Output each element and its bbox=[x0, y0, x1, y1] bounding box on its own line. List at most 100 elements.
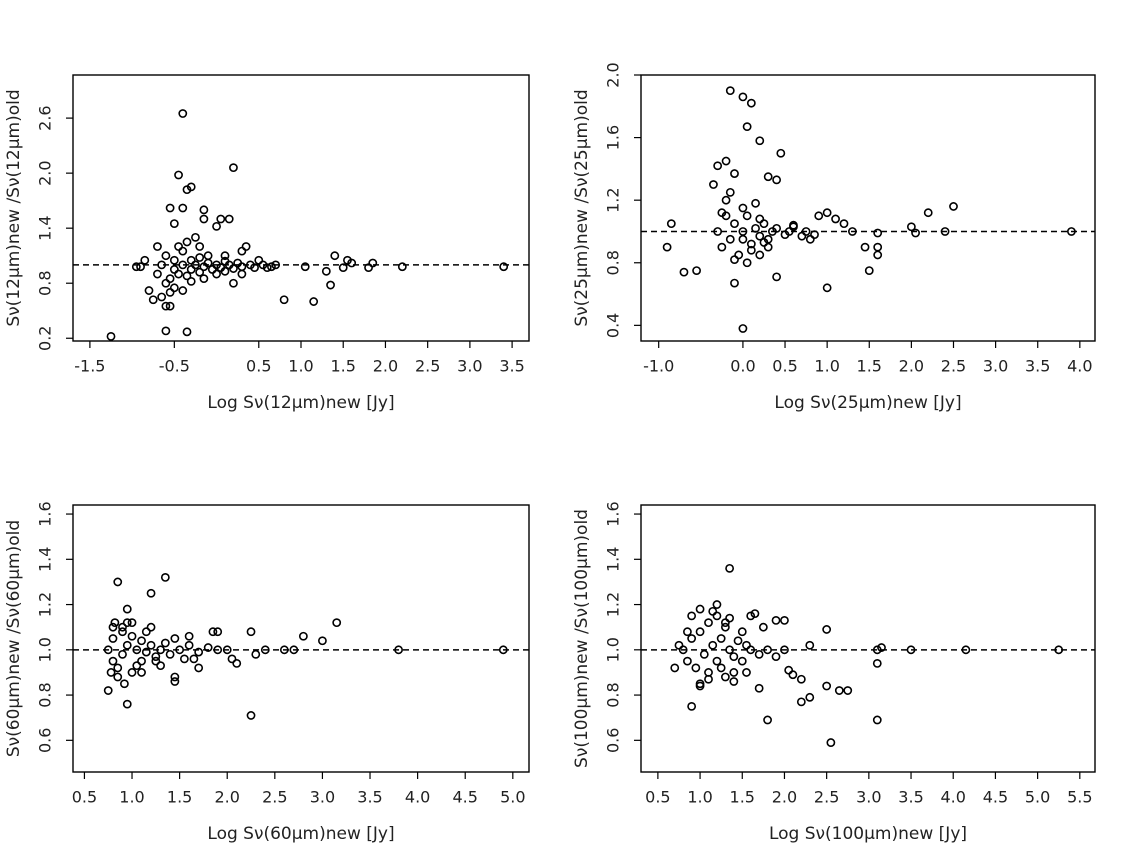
point bbox=[695, 679, 705, 689]
point bbox=[725, 86, 735, 96]
point bbox=[712, 656, 722, 666]
point bbox=[679, 267, 689, 277]
point bbox=[175, 645, 185, 655]
x-axis-title: Log Sν(100μm)new [Jy] bbox=[769, 824, 967, 844]
point bbox=[161, 326, 171, 336]
point bbox=[279, 295, 289, 305]
point bbox=[772, 272, 782, 282]
point bbox=[906, 645, 916, 655]
point bbox=[717, 242, 727, 252]
point bbox=[725, 563, 735, 573]
point bbox=[746, 245, 756, 255]
x-tick-label: 1.5 bbox=[857, 357, 882, 376]
point bbox=[704, 674, 713, 684]
point bbox=[742, 640, 751, 650]
point bbox=[122, 699, 132, 709]
point bbox=[321, 266, 331, 276]
point bbox=[708, 606, 718, 616]
point bbox=[738, 203, 748, 213]
point bbox=[260, 645, 270, 655]
plot-frame bbox=[640, 74, 1096, 342]
point bbox=[691, 663, 701, 673]
point bbox=[212, 221, 221, 231]
point bbox=[122, 618, 132, 628]
point bbox=[695, 604, 705, 614]
x-tick-label: 0.5 bbox=[72, 788, 97, 807]
point bbox=[208, 627, 218, 637]
point bbox=[755, 136, 765, 146]
point bbox=[683, 656, 692, 666]
point bbox=[137, 656, 146, 666]
y-tick-label: 1.2 bbox=[36, 592, 55, 617]
x-tick-label: 1.5 bbox=[330, 357, 355, 376]
y-tick-label: 2.0 bbox=[604, 62, 623, 87]
point bbox=[683, 627, 692, 637]
point bbox=[170, 634, 180, 643]
point bbox=[146, 640, 156, 650]
point bbox=[140, 255, 150, 265]
x-tick-label: 5.5 bbox=[1067, 788, 1092, 807]
point bbox=[194, 663, 204, 673]
plot-frame bbox=[640, 504, 1096, 773]
point bbox=[397, 262, 407, 272]
point bbox=[687, 634, 697, 643]
point bbox=[178, 203, 188, 213]
point bbox=[170, 672, 180, 682]
point bbox=[729, 668, 739, 677]
point bbox=[730, 169, 739, 178]
point bbox=[131, 262, 141, 272]
y-tick-label: 0.8 bbox=[604, 250, 623, 275]
point bbox=[237, 262, 247, 272]
point bbox=[165, 274, 175, 284]
x-tick-label: 5.0 bbox=[500, 788, 525, 807]
point bbox=[730, 278, 739, 288]
point bbox=[106, 332, 116, 341]
point bbox=[184, 640, 194, 650]
point bbox=[940, 227, 950, 236]
point bbox=[237, 246, 247, 256]
point bbox=[364, 263, 373, 273]
x-tick-label: 3.0 bbox=[983, 357, 1008, 376]
point bbox=[738, 324, 748, 333]
x-tick-label: -1.0 bbox=[643, 357, 674, 376]
point bbox=[148, 295, 158, 305]
y-tick-label: 0.8 bbox=[36, 270, 55, 295]
y-tick-label: 1.0 bbox=[36, 637, 55, 662]
y-tick-label: 0.6 bbox=[36, 728, 55, 753]
point bbox=[141, 647, 151, 657]
point bbox=[298, 631, 308, 641]
point bbox=[780, 615, 789, 625]
point bbox=[132, 661, 142, 671]
point bbox=[720, 618, 730, 628]
y-tick-label: 1.2 bbox=[604, 592, 623, 617]
point bbox=[822, 681, 832, 691]
point bbox=[755, 231, 765, 241]
point bbox=[754, 683, 764, 693]
y-tick-label: 0.8 bbox=[604, 682, 623, 707]
point bbox=[120, 679, 129, 689]
point bbox=[746, 611, 756, 621]
point bbox=[725, 234, 735, 244]
y-tick-label: 2.6 bbox=[36, 105, 55, 130]
point bbox=[232, 658, 242, 668]
point bbox=[156, 661, 165, 671]
point bbox=[713, 161, 723, 171]
point bbox=[241, 242, 251, 251]
point bbox=[144, 286, 154, 295]
point bbox=[843, 686, 853, 695]
point bbox=[122, 640, 132, 650]
point bbox=[224, 214, 234, 224]
point bbox=[716, 634, 726, 643]
x-tick-label: 4.5 bbox=[983, 788, 1008, 807]
point bbox=[191, 260, 200, 270]
y-tick-label: 0.4 bbox=[604, 313, 623, 338]
point bbox=[498, 645, 508, 655]
point bbox=[911, 228, 920, 238]
point bbox=[822, 625, 832, 634]
x-tick-label: 2.0 bbox=[373, 357, 398, 376]
point bbox=[708, 640, 718, 650]
point bbox=[763, 715, 772, 725]
point bbox=[136, 262, 145, 272]
point bbox=[160, 573, 170, 582]
